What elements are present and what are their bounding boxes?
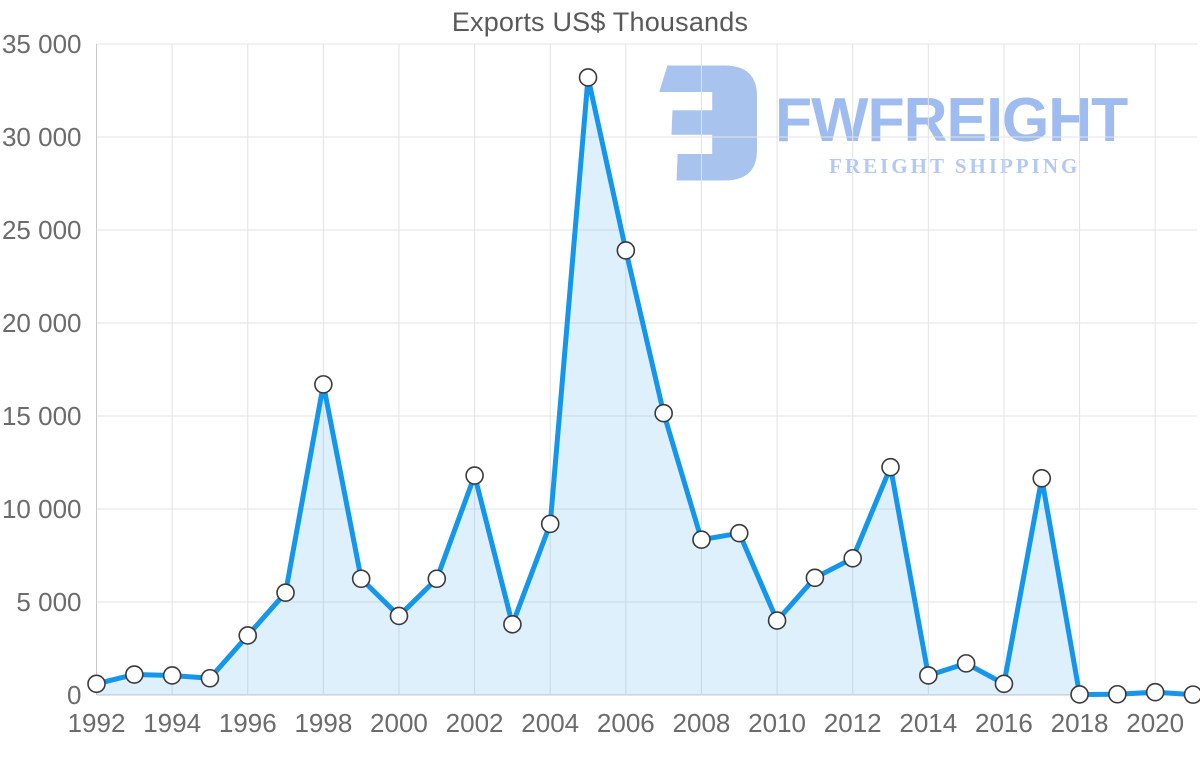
data-point[interactable] — [162, 666, 182, 685]
x-tick-label: 2000 — [370, 708, 428, 738]
data-point[interactable] — [314, 375, 333, 394]
x-tick-label: 1996 — [219, 708, 277, 738]
data-point[interactable] — [389, 606, 409, 626]
x-tick-label: 2010 — [748, 708, 806, 738]
y-tick-label: 20 000 — [2, 308, 82, 338]
y-tick-label: 0 — [67, 680, 81, 710]
chart-title: Exports US$ Thousands — [451, 7, 749, 37]
x-tick-label: 2002 — [446, 708, 504, 738]
data-point[interactable] — [578, 68, 598, 87]
data-point[interactable] — [1070, 685, 1089, 704]
x-tick-label: 2012 — [824, 708, 882, 738]
data-point[interactable] — [1183, 685, 1200, 704]
x-tick-label: 2018 — [1051, 708, 1109, 738]
data-point[interactable] — [427, 569, 447, 589]
data-point[interactable] — [881, 457, 900, 477]
data-point[interactable] — [692, 530, 711, 549]
data-line — [94, 74, 1196, 698]
data-point[interactable] — [1108, 684, 1127, 704]
y-tick-label: 10 000 — [2, 494, 82, 524]
data-point[interactable] — [238, 626, 258, 645]
y-tick-label: 35 000 — [2, 29, 82, 59]
data-point[interactable] — [805, 568, 825, 588]
data-point[interactable] — [87, 674, 106, 694]
data-point[interactable] — [276, 583, 295, 603]
data-point[interactable] — [767, 611, 787, 630]
y-tick-label: 25 000 — [2, 215, 82, 245]
data-point[interactable] — [729, 523, 749, 543]
data-point[interactable] — [200, 668, 220, 688]
x-tick-label: 2006 — [597, 708, 655, 738]
data-point[interactable] — [654, 403, 673, 423]
x-tick-label: 2004 — [521, 708, 579, 738]
data-point[interactable] — [919, 666, 938, 685]
data-point[interactable] — [125, 665, 144, 684]
y-tick-label: 30 000 — [2, 122, 82, 152]
x-tick-label: 2014 — [899, 708, 957, 738]
y-tick-label: 5 000 — [16, 587, 81, 617]
data-point[interactable] — [1145, 682, 1165, 702]
data-point[interactable] — [616, 241, 636, 260]
data-point[interactable] — [351, 569, 371, 589]
x-tick-label: 1998 — [294, 708, 352, 738]
data-point[interactable] — [956, 654, 976, 673]
x-tick-label: 1994 — [143, 708, 201, 738]
x-tick-label: 1992 — [68, 708, 126, 738]
x-tick-label: 2008 — [673, 708, 731, 738]
x-tick-label: 2020 — [1126, 708, 1184, 738]
area-fill — [96, 77, 1193, 696]
data-point[interactable] — [994, 674, 1014, 694]
x-tick-label: 2016 — [975, 708, 1033, 738]
data-point[interactable] — [503, 615, 522, 634]
data-point[interactable] — [540, 514, 560, 534]
y-tick-label: 15 000 — [2, 401, 82, 431]
data-point[interactable] — [1032, 469, 1052, 488]
data-point[interactable] — [465, 466, 484, 485]
data-point[interactable] — [843, 548, 863, 568]
